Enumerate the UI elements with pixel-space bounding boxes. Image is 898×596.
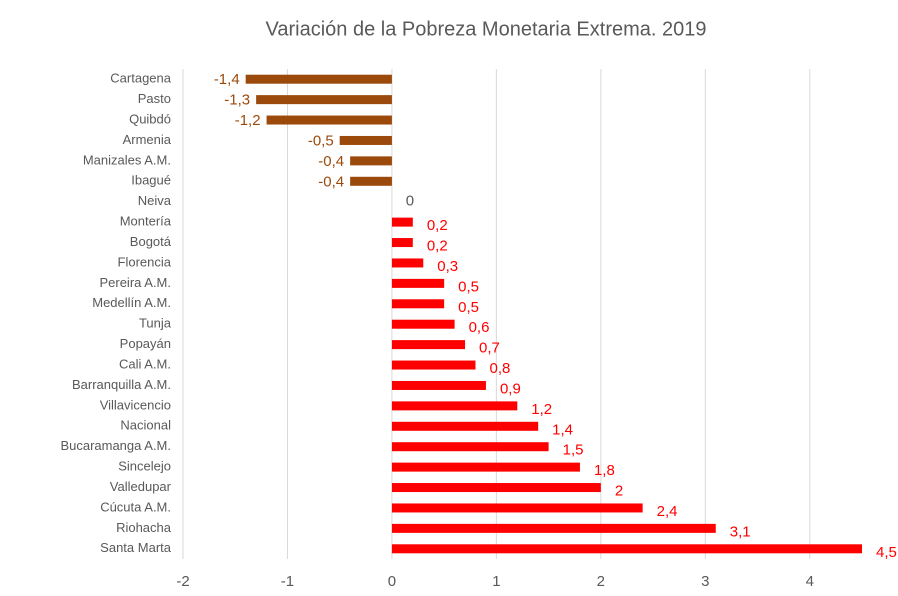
bar [266, 115, 392, 125]
value-label: -0,5 [308, 132, 334, 149]
value-label: 1,5 [563, 442, 584, 459]
y-tick-label: Pasto [138, 91, 171, 106]
bar [391, 340, 466, 350]
y-tick-label: Villavicencio [100, 397, 171, 412]
x-tick-label: 1 [492, 573, 500, 590]
bar [391, 380, 486, 390]
value-label: 4,5 [876, 544, 897, 561]
bar [391, 544, 862, 554]
bar [391, 319, 455, 329]
bar [391, 503, 643, 513]
bar [391, 278, 445, 288]
y-tick-label: Neiva [138, 193, 172, 208]
value-label: 0,2 [427, 217, 448, 234]
value-label: 2 [615, 483, 623, 500]
y-tick-label: Medellín A.M. [92, 295, 171, 310]
bar [391, 421, 539, 431]
x-tick-label: -2 [176, 573, 189, 590]
y-tick-label: Ibagué [131, 173, 171, 188]
value-label: 0,3 [437, 258, 458, 275]
y-tick-label: Bucaramanga A.M. [60, 438, 171, 453]
bar [391, 258, 424, 268]
y-tick-label: Riohacha [116, 520, 172, 535]
y-tick-label: Armenia [123, 132, 172, 147]
x-tick-label: 2 [597, 573, 605, 590]
value-label: 3,1 [730, 523, 751, 540]
bar [350, 156, 392, 166]
y-tick-label: Cali A.M. [119, 356, 171, 371]
bar [391, 238, 413, 248]
bar [350, 176, 392, 186]
value-label: -1,3 [224, 92, 250, 109]
value-label: 0,6 [469, 319, 490, 336]
bar [391, 217, 413, 227]
value-label: 0,5 [458, 278, 479, 295]
value-label: -1,2 [235, 112, 261, 129]
y-tick-label: Montería [120, 214, 172, 229]
bar [391, 483, 601, 493]
y-tick-label: Valledupar [110, 479, 172, 494]
y-tick-label: Bogotá [130, 234, 172, 249]
bar [391, 360, 476, 370]
x-tick-label: 0 [388, 573, 396, 590]
y-tick-label: Tunja [139, 316, 172, 331]
bar [339, 135, 392, 145]
y-tick-label: Florencia [118, 254, 172, 269]
bar [391, 462, 580, 472]
value-label: 2,4 [657, 503, 678, 520]
y-tick-label: Popayán [120, 336, 171, 351]
value-label: 1,4 [552, 421, 573, 438]
chart-title: Variación de la Pobreza Monetaria Extrem… [266, 18, 707, 40]
y-tick-label: Cartagena [110, 71, 171, 86]
bar [391, 523, 716, 533]
value-label: 1,2 [531, 401, 552, 418]
value-label: -1,4 [214, 71, 240, 88]
y-tick-label: Barranquilla A.M. [72, 377, 171, 392]
value-label: 0 [406, 193, 414, 210]
bar [391, 299, 445, 309]
x-tick-label: 4 [806, 573, 814, 590]
value-label: -0,4 [318, 173, 344, 190]
value-label: -0,4 [318, 153, 344, 170]
value-label: 0,5 [458, 299, 479, 316]
y-tick-label: Nacional [120, 418, 171, 433]
bar [391, 442, 549, 452]
y-tick-label: Sincelejo [118, 459, 171, 474]
value-label: 0,7 [479, 340, 500, 357]
x-tick-label: -1 [281, 573, 294, 590]
bar [256, 95, 392, 105]
bar [245, 74, 392, 84]
value-label: 1,8 [594, 462, 615, 479]
y-tick-label: Pereira A.M. [99, 275, 171, 290]
value-label: 0,8 [489, 360, 510, 377]
y-tick-label: Santa Marta [100, 540, 172, 555]
bar [391, 401, 518, 411]
y-tick-label: Cúcuta A.M. [100, 499, 171, 514]
value-label: 0,2 [427, 238, 448, 255]
x-tick-label: 3 [701, 573, 709, 590]
value-label: 0,9 [500, 380, 521, 397]
y-tick-label: Quibdó [129, 111, 171, 126]
y-tick-label: Manizales A.M. [83, 152, 171, 167]
